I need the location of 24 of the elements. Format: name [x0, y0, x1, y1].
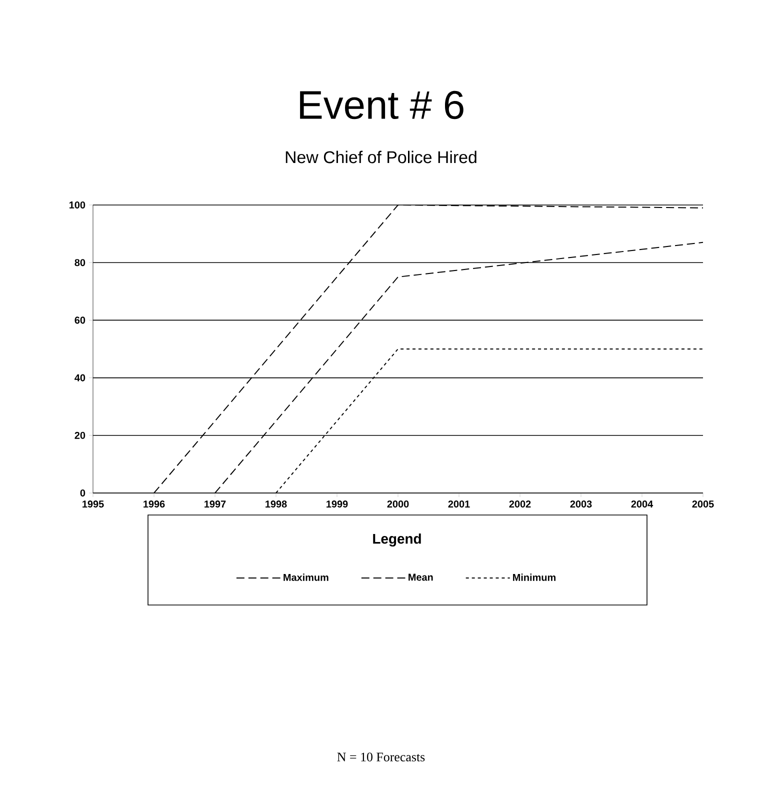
legend-label: Minimum — [513, 574, 556, 581]
legend-label: Mean — [408, 574, 433, 581]
x-tick-label: 1997 — [204, 500, 226, 508]
x-tick-label: 2001 — [448, 500, 470, 508]
x-tick-label: 2005 — [692, 500, 714, 508]
x-tick-label: 1995 — [82, 500, 104, 508]
y-tick-label: 0 — [80, 489, 86, 497]
y-tick-label: 20 — [74, 432, 86, 439]
x-tick-label: 1999 — [326, 500, 348, 508]
legend-title: Legend — [373, 533, 421, 547]
legend-label: Maximum — [284, 574, 328, 581]
x-tick-label: 1998 — [266, 500, 287, 508]
y-tick-label: 60 — [74, 316, 86, 324]
y-tick-label: 100 — [69, 201, 86, 209]
y-tick-label: 80 — [74, 259, 86, 266]
chart-subtitle: New Chief of Police Hired — [286, 150, 476, 164]
x-tick-label: 2004 — [631, 500, 654, 508]
x-tick-label: 2002 — [509, 500, 531, 508]
x-tick-label: 2000 — [387, 500, 409, 508]
chart-title: Event # 6 — [300, 90, 464, 120]
x-tick-label: 2003 — [570, 500, 592, 508]
y-tick-label: 40 — [74, 374, 86, 382]
text: N = 10 Forecasts — [337, 752, 425, 762]
x-tick-label: 1996 — [144, 500, 165, 508]
